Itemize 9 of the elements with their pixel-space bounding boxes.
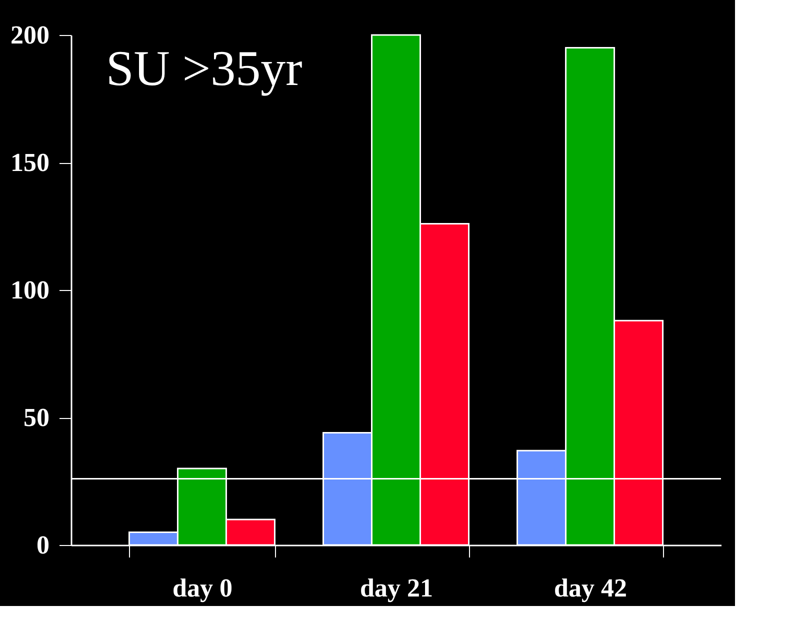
y-tick-label: 100 xyxy=(10,276,50,304)
y-tick-label: 200 xyxy=(10,20,50,50)
y-tick-label: 0 xyxy=(36,530,50,560)
x-tick-label: day 42 xyxy=(554,574,628,602)
annotation: SU >35yr xyxy=(106,40,303,96)
x-tick-label: day 21 xyxy=(360,574,433,602)
x-tick-label: day 0 xyxy=(172,574,232,602)
y-tick-label: 150 xyxy=(10,148,50,177)
y-tick-label: 50 xyxy=(24,403,50,432)
